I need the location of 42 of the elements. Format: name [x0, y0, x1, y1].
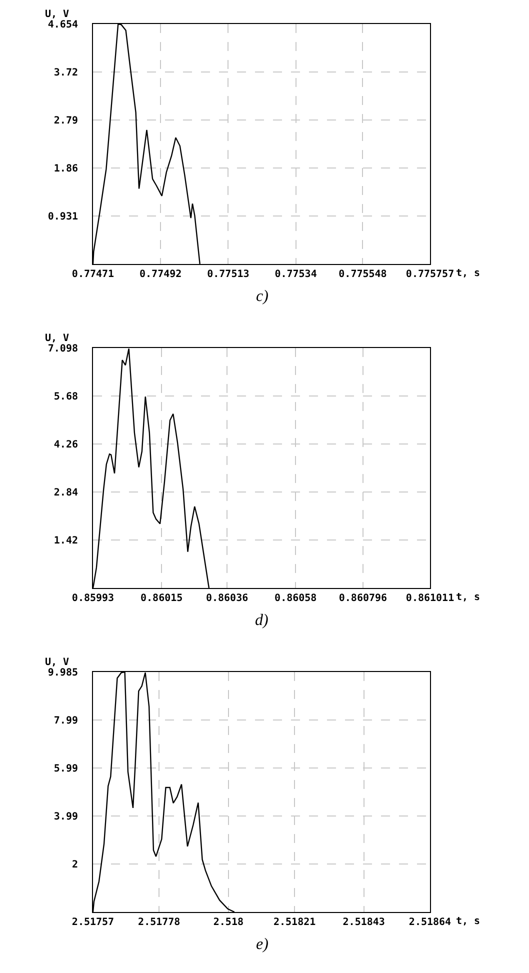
y-axis-title: U, V [45, 9, 70, 20]
x-tick-label: 0.77492 [140, 269, 182, 280]
x-tick-label: 0.86058 [274, 593, 317, 604]
x-tick-label: 0.85993 [72, 593, 114, 604]
y-tick-label: 2.79 [54, 116, 78, 127]
y-axis-title: U, V [45, 657, 70, 668]
y-tick-label: 3.99 [54, 812, 78, 823]
y-tick-label: 2.84 [54, 487, 78, 498]
y-tick-label: 7.99 [54, 715, 78, 726]
x-tick-label: 2.51821 [273, 917, 316, 928]
y-tick-label: 2 [72, 859, 78, 870]
y-tick-label: 1.86 [54, 164, 78, 175]
text: c) [256, 288, 268, 305]
text: d) [255, 612, 268, 629]
x-tick-label: 0.86015 [140, 593, 183, 604]
y-tick-label: 0.931 [48, 211, 78, 222]
x-tick-label: 0.77534 [274, 269, 317, 280]
y-tick-label: 5.68 [54, 391, 78, 402]
x-tick-label: 0.775757 [406, 269, 454, 280]
x-tick-label: 0.77513 [207, 269, 250, 280]
y-tick-label: 3.72 [54, 68, 78, 79]
x-tick-label: 2.518 [213, 917, 244, 928]
x-tick-label: 0.775548 [338, 269, 387, 280]
x-tick-label: 2.51843 [342, 917, 385, 928]
y-tick-label: 1.42 [54, 535, 78, 546]
y-axis-title: U, V [45, 333, 70, 344]
y-tick-label: 7.098 [48, 344, 78, 354]
y-tick-label: 5.99 [54, 764, 78, 775]
x-tick-label: 2.51778 [138, 917, 180, 928]
x-tick-label: 0.861011 [406, 593, 454, 604]
x-axis-title: t, s [456, 268, 480, 279]
x-axis-title: t, s [456, 592, 480, 603]
y-tick-label: 4.654 [48, 20, 78, 30]
y-tick-label: 4.26 [54, 439, 78, 450]
x-tick-label: 2.51757 [72, 917, 114, 928]
x-tick-label: 2.51864 [408, 917, 452, 928]
x-tick-label: 0.86036 [206, 593, 248, 604]
x-tick-label: 0.77471 [72, 269, 114, 280]
x-axis-title: t, s [456, 916, 480, 927]
y-tick-label: 9.985 [48, 668, 78, 678]
x-tick-label: 0.860796 [338, 593, 388, 604]
text: e) [256, 936, 268, 953]
